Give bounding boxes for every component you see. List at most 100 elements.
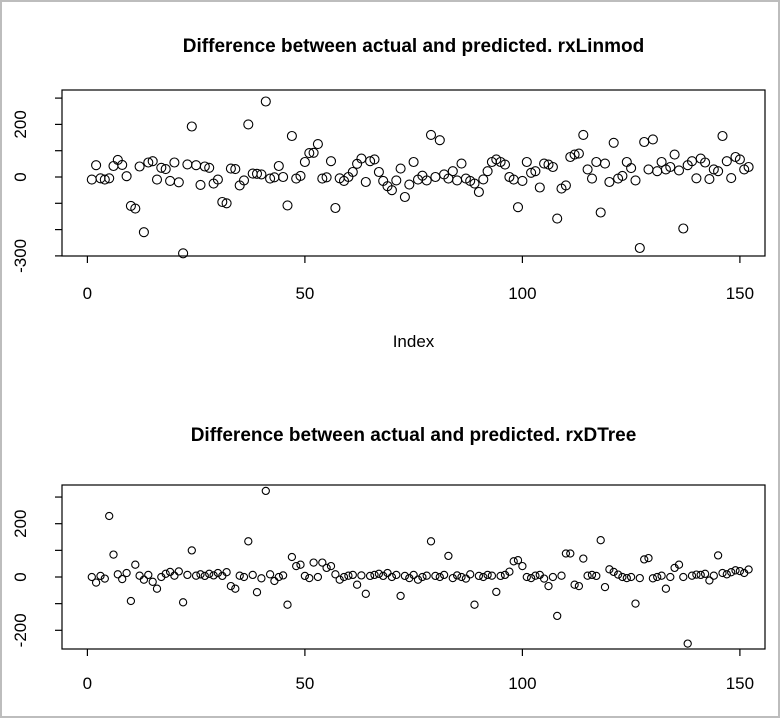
data-point (744, 565, 753, 574)
data-point (435, 572, 444, 582)
data-point (512, 202, 524, 213)
data-point (396, 591, 405, 601)
data-point (418, 572, 427, 582)
y-axis-tick-label: -200 (11, 613, 30, 647)
data-point (700, 569, 710, 578)
data-point (235, 571, 244, 580)
data-point (622, 573, 631, 583)
data-point (117, 159, 128, 170)
data-point (461, 574, 471, 583)
data-point (708, 164, 719, 175)
data-point (530, 166, 541, 177)
data-point (147, 156, 158, 167)
data-point (344, 571, 353, 580)
data-point (299, 156, 310, 168)
data-point (635, 573, 644, 583)
rxdtree-chart-title: Difference between actual and predicted.… (190, 425, 637, 446)
data-point (221, 198, 232, 209)
data-point (278, 571, 288, 580)
data-point (399, 191, 410, 203)
data-point (243, 119, 254, 130)
data-point (287, 552, 297, 562)
data-point (105, 511, 114, 521)
data-point (526, 573, 536, 583)
data-point (582, 164, 593, 175)
data-point (621, 156, 632, 168)
data-point (552, 213, 563, 224)
data-point (330, 202, 341, 214)
data-point (196, 570, 205, 579)
data-point (347, 166, 358, 178)
data-point (361, 589, 370, 598)
data-point (653, 572, 662, 582)
data-point (222, 568, 231, 577)
data-point (408, 156, 419, 168)
data-point (617, 170, 628, 181)
data-point (400, 571, 410, 581)
data-point (596, 536, 605, 545)
data-point (135, 571, 144, 580)
data-point (131, 560, 140, 569)
data-point (539, 158, 550, 169)
data-point (118, 574, 127, 584)
data-point (683, 639, 692, 648)
data-point (165, 567, 175, 577)
rxlinmod-chart-title: Difference between actual and predicted.… (182, 36, 645, 57)
data-point (325, 156, 337, 167)
data-point (169, 157, 180, 168)
data-point (322, 563, 331, 573)
data-point (579, 554, 588, 563)
data-point (251, 168, 263, 179)
rxlinmod-plot-area: 200 0 -300 0 50 100 150 (11, 89, 766, 303)
data-point (574, 581, 584, 591)
data-point (605, 565, 614, 574)
data-point (244, 537, 253, 546)
data-point (160, 164, 171, 175)
data-point (531, 571, 540, 580)
data-point (239, 572, 249, 582)
data-point (122, 568, 131, 578)
data-point (148, 577, 157, 586)
data-point (296, 560, 305, 569)
data-point (213, 568, 223, 578)
data-point (387, 572, 397, 582)
data-point (265, 570, 275, 579)
data-point (648, 574, 658, 583)
data-point (599, 158, 611, 169)
data-point (560, 180, 571, 191)
data-point (96, 571, 105, 581)
data-point (270, 576, 279, 586)
data-point (704, 174, 715, 185)
data-point (669, 149, 680, 160)
data-point (212, 174, 223, 185)
data-point (727, 568, 736, 577)
data-point (365, 156, 376, 167)
data-point (479, 572, 488, 582)
data-point (183, 570, 192, 580)
data-point (718, 568, 727, 578)
rxdtree-plot-area: 200 0 -200 0 50 100 150 (11, 484, 766, 693)
data-point (705, 576, 714, 585)
data-point (608, 137, 619, 148)
data-point (274, 572, 283, 582)
data-point (226, 581, 236, 591)
data-point (191, 160, 202, 171)
data-point (735, 566, 745, 576)
data-point (447, 166, 458, 177)
data-point (452, 571, 462, 580)
data-point (86, 174, 97, 185)
data-point (647, 134, 658, 145)
data-point (522, 572, 531, 582)
data-point (700, 157, 711, 168)
data-point (687, 571, 697, 580)
data-point (657, 571, 666, 580)
data-point (600, 582, 610, 592)
data-point (352, 580, 362, 589)
data-point (474, 571, 484, 581)
data-point (369, 154, 380, 165)
data-point (679, 572, 688, 582)
data-point (439, 570, 449, 580)
data-point (492, 587, 501, 597)
data-point (430, 171, 441, 183)
